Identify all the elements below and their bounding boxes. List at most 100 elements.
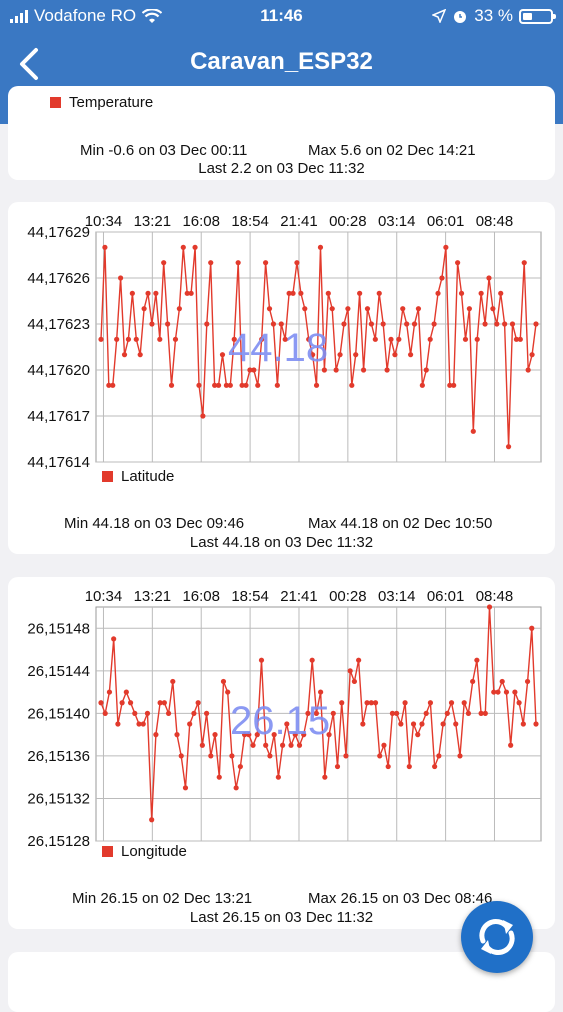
data-point xyxy=(525,367,531,373)
data-point xyxy=(144,710,151,716)
data-point xyxy=(127,700,134,706)
data-point xyxy=(505,444,512,450)
temperature-min: Min -0.6 on 03 Dec 00:11 xyxy=(80,142,248,159)
data-point xyxy=(410,721,417,727)
data-point xyxy=(98,336,104,342)
x-tick-label: 10:34 xyxy=(85,213,123,230)
data-point xyxy=(212,732,218,738)
data-point xyxy=(317,244,324,250)
data-point xyxy=(161,260,167,266)
y-tick-label: 26,15144 xyxy=(27,663,90,680)
data-point xyxy=(388,336,394,342)
data-point xyxy=(225,689,231,695)
data-point xyxy=(509,321,516,327)
data-point xyxy=(498,290,504,296)
data-point xyxy=(345,306,351,312)
data-point xyxy=(341,321,347,327)
data-point xyxy=(115,721,121,727)
data-point xyxy=(313,382,320,388)
data-point xyxy=(436,753,442,759)
data-point xyxy=(102,244,108,250)
x-tick-label: 03:14 xyxy=(378,588,416,605)
y-tick-label: 26,15140 xyxy=(27,705,90,722)
latitude-last: Last 44.18 on 03 Dec 11:32 xyxy=(189,534,374,551)
x-tick-label: 00:28 xyxy=(329,213,367,230)
data-point xyxy=(439,275,445,281)
data-point xyxy=(250,742,256,748)
data-point xyxy=(102,710,108,716)
legend-swatch xyxy=(102,846,113,857)
data-point xyxy=(157,336,163,342)
data-point xyxy=(474,657,480,663)
location-arrow-icon xyxy=(432,9,447,23)
data-point xyxy=(339,700,345,706)
legend-temperature: Temperature xyxy=(50,94,153,111)
data-point xyxy=(180,244,186,250)
x-tick-label: 16:08 xyxy=(182,213,220,230)
data-point xyxy=(380,321,386,327)
back-arrow-icon[interactable] xyxy=(10,44,50,84)
data-point xyxy=(458,290,465,296)
data-point xyxy=(524,678,531,685)
longitude-min: Min 26.15 on 02 Dec 13:21 xyxy=(72,890,253,907)
data-point xyxy=(419,382,425,388)
latitude-current-value: 44.18 xyxy=(228,326,329,370)
data-point xyxy=(168,382,175,388)
data-point xyxy=(462,336,469,342)
data-point xyxy=(486,275,492,281)
data-point xyxy=(453,721,459,727)
data-point xyxy=(199,742,205,748)
longitude-card: 10:34 13:21 16:08 18:54 21:41 00:28 03:14 06:01… xyxy=(8,577,555,929)
data-point xyxy=(432,763,438,770)
data-point xyxy=(237,763,243,770)
x-tick-label: 18:54 xyxy=(231,588,269,605)
data-point xyxy=(243,382,249,388)
data-point xyxy=(200,413,206,419)
data-point xyxy=(415,306,422,312)
x-tick-label: 03:14 xyxy=(378,213,416,230)
data-point xyxy=(447,382,453,388)
data-point xyxy=(491,689,497,695)
data-point xyxy=(394,710,400,716)
data-point xyxy=(178,753,184,759)
data-point xyxy=(329,306,335,312)
data-point xyxy=(280,742,286,748)
data-point xyxy=(404,321,410,327)
data-point xyxy=(161,700,167,706)
data-point xyxy=(400,306,406,312)
data-point xyxy=(239,382,245,388)
data-point xyxy=(407,352,414,358)
data-point xyxy=(263,742,269,748)
data-point xyxy=(486,604,493,610)
data-point xyxy=(529,352,535,358)
data-point xyxy=(233,785,239,791)
data-point xyxy=(368,321,375,327)
data-point xyxy=(294,260,300,266)
legend-label: Temperature xyxy=(69,94,154,111)
data-point xyxy=(451,382,457,388)
legend-swatch xyxy=(102,471,113,482)
data-point xyxy=(196,382,202,388)
signal-icon xyxy=(10,9,28,23)
data-point xyxy=(187,721,193,727)
refresh-button[interactable] xyxy=(461,901,533,973)
data-point xyxy=(490,306,496,312)
legend-swatch xyxy=(50,97,61,108)
longitude-last: Last 26.15 on 03 Dec 11:32 xyxy=(189,909,374,926)
data-point xyxy=(241,732,248,738)
data-point xyxy=(215,382,222,388)
latitude-max: Max 44.18 on 02 Dec 10:50 xyxy=(308,515,493,532)
data-point xyxy=(376,290,382,296)
series-line xyxy=(100,247,537,447)
legend-longitude: Longitude xyxy=(102,843,187,860)
page-title: Caravan_ESP32 xyxy=(190,48,373,75)
data-point xyxy=(431,321,437,327)
data-point xyxy=(360,721,366,727)
data-point xyxy=(351,678,357,685)
data-point xyxy=(478,290,484,296)
data-point xyxy=(170,678,176,685)
battery-icon xyxy=(519,8,556,24)
data-point xyxy=(192,244,198,250)
data-point xyxy=(503,689,510,695)
y-tick-label: 44,17617 xyxy=(27,408,90,425)
